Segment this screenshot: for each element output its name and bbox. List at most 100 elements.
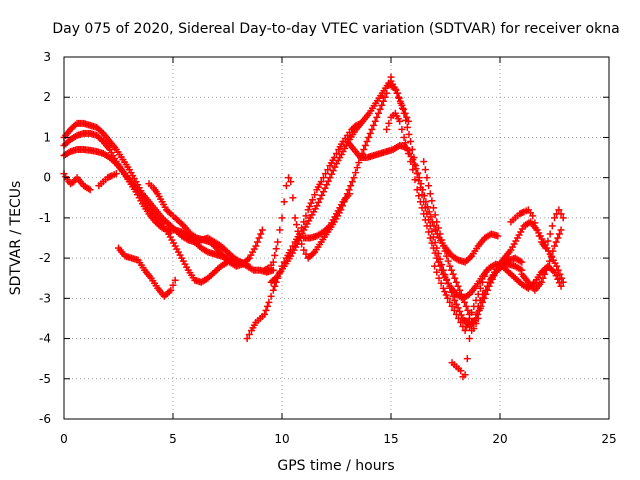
data-point [482, 286, 490, 294]
y-tick-label: 3 [43, 50, 51, 64]
data-point [402, 139, 410, 147]
data-point [381, 93, 389, 101]
data-point [425, 182, 433, 190]
data-point [309, 196, 317, 204]
data-point [446, 298, 454, 306]
data-point [463, 322, 471, 330]
data-point [318, 191, 326, 199]
data-point [443, 275, 451, 283]
data-point [431, 239, 439, 247]
data-point [476, 296, 484, 304]
data-point [430, 233, 438, 241]
data-point [426, 222, 434, 230]
data-point [551, 268, 558, 276]
data-point [435, 274, 443, 282]
data-point [446, 262, 454, 270]
data-point [436, 230, 444, 238]
data-point [323, 181, 331, 189]
data-point [426, 234, 434, 242]
data-point [470, 318, 478, 326]
data-point [544, 237, 552, 245]
data-point [479, 278, 487, 286]
data-point [464, 306, 472, 314]
data-point [397, 99, 405, 107]
data-point [313, 202, 321, 210]
data-point [555, 230, 563, 238]
data-point [437, 279, 445, 287]
x-tick-label: 25 [601, 432, 616, 446]
data-point [554, 234, 562, 242]
data-point [444, 294, 452, 302]
series-arc-5 [95, 170, 120, 190]
axis-ticks [63, 56, 610, 420]
data-point [373, 113, 381, 121]
data-point [555, 206, 563, 214]
data-point [433, 244, 441, 252]
data-point [322, 170, 330, 178]
data-point [407, 137, 415, 145]
data-point [413, 170, 421, 178]
data-point [554, 266, 562, 274]
tick-labels: 0 5 10 15 20 25 -6 -5 -4 -3 -2 -1 0 1 2 3 [39, 50, 617, 446]
data-point [468, 308, 476, 316]
data-point [167, 286, 175, 294]
data-point [408, 146, 416, 154]
data-point [395, 94, 403, 102]
y-tick-label: -1 [39, 211, 51, 225]
data-point [442, 291, 450, 299]
data-point [438, 261, 446, 269]
data-point [274, 238, 282, 246]
data-point [311, 191, 319, 199]
data-point [307, 199, 315, 207]
y-tick-label: -5 [39, 372, 51, 386]
data-point [447, 266, 455, 274]
data-point [402, 116, 410, 124]
data-point [446, 284, 454, 292]
data-point [385, 119, 393, 127]
data-point [474, 302, 482, 310]
data-point [302, 250, 310, 258]
data-point [468, 327, 476, 335]
data-point [452, 310, 460, 318]
data-point [316, 195, 324, 203]
data-point [293, 240, 301, 248]
data-point [434, 224, 442, 232]
data-point [317, 178, 325, 186]
data-point [433, 218, 441, 226]
data-point [365, 133, 373, 141]
data-point [443, 252, 451, 260]
plot-frame [63, 56, 610, 420]
data-point [529, 212, 537, 220]
data-point [454, 282, 462, 290]
x-tick-label: 15 [383, 432, 398, 446]
data-point [348, 178, 356, 186]
data-point [86, 186, 94, 194]
data-point [245, 331, 253, 339]
data-point [258, 226, 266, 234]
data-point [557, 226, 565, 234]
data-point [400, 109, 408, 117]
data-point [328, 170, 336, 178]
data-point [465, 335, 473, 343]
series-arc-19 [507, 206, 567, 252]
data-point [420, 158, 428, 166]
data-point [407, 158, 415, 166]
y-tick-label: -4 [39, 332, 51, 346]
data-point [253, 238, 261, 246]
data-point [404, 150, 412, 158]
data-point [304, 206, 312, 214]
y-tick-label: -3 [39, 291, 51, 305]
data-point [374, 109, 382, 117]
data-point [165, 209, 173, 217]
x-tick-label: 10 [274, 432, 289, 446]
series-arc-6 [115, 244, 179, 300]
data-point [451, 296, 459, 304]
y-tick-label: 2 [43, 90, 51, 104]
series-arc-7 [145, 180, 266, 270]
data-point [326, 174, 334, 182]
data-point [483, 282, 491, 290]
data-point [370, 121, 378, 129]
data-point [544, 262, 552, 270]
data-point [448, 302, 456, 310]
data-point [541, 270, 549, 278]
